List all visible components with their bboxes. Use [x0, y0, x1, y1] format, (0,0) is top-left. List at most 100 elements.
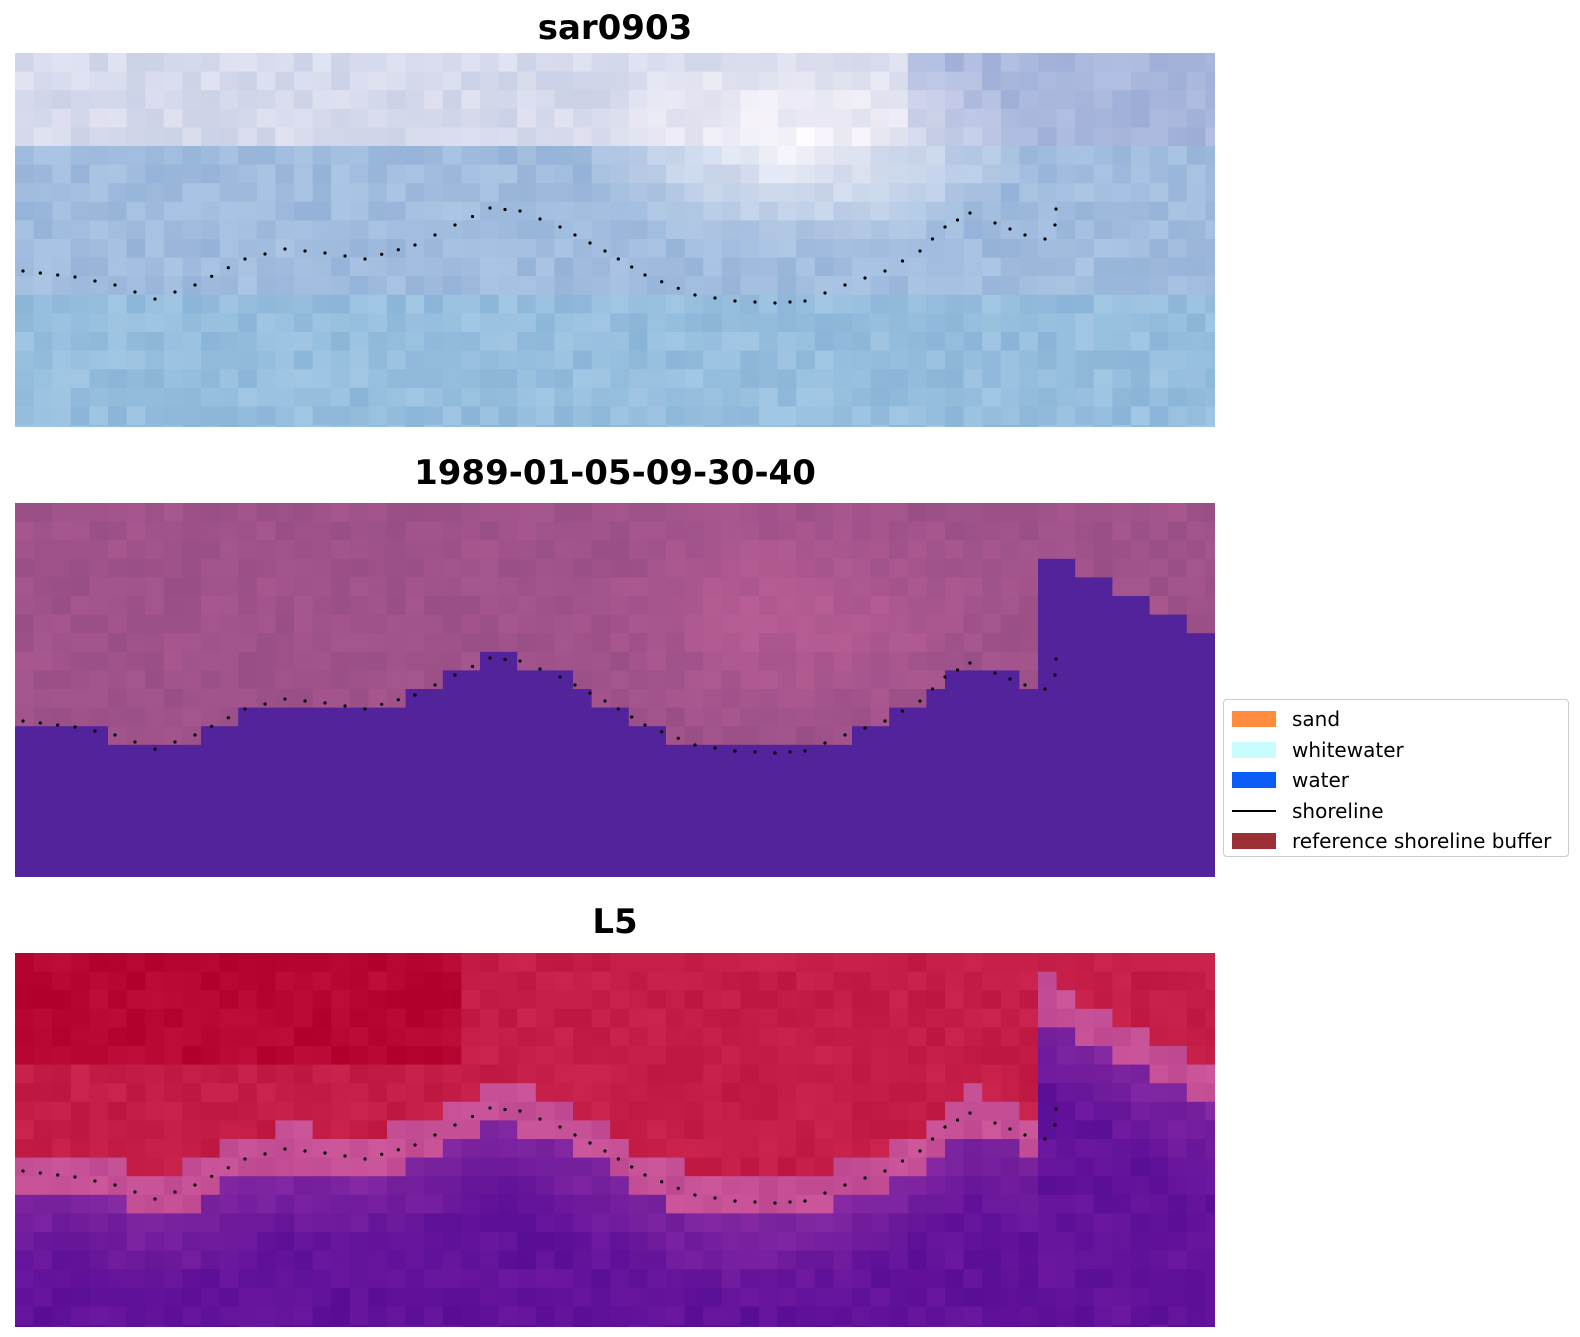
image-pixel — [573, 953, 593, 973]
image-pixel — [442, 1027, 462, 1047]
image-pixel — [1131, 1287, 1151, 1307]
image-pixel — [1168, 540, 1188, 560]
image-pixel — [1149, 1194, 1169, 1214]
shoreline-point — [955, 668, 960, 672]
image-pixel — [1186, 406, 1206, 426]
image-pixel — [312, 1120, 332, 1140]
image-pixel — [721, 1139, 741, 1159]
image-pixel — [15, 369, 35, 389]
image-pixel — [480, 294, 500, 314]
image-pixel — [480, 707, 500, 727]
image-pixel — [535, 387, 555, 407]
image-pixel — [777, 239, 797, 259]
image-pixel — [387, 726, 407, 746]
image-pixel — [480, 1101, 500, 1121]
image-pixel — [1112, 744, 1132, 764]
image-pixel — [1093, 614, 1113, 634]
image-pixel — [15, 332, 35, 352]
image-pixel — [461, 819, 481, 839]
image-pixel — [814, 1027, 834, 1047]
image-pixel — [219, 1250, 239, 1270]
image-pixel — [796, 800, 816, 820]
image-pixel — [591, 763, 611, 783]
image-pixel — [777, 596, 797, 616]
image-pixel — [201, 90, 221, 110]
image-pixel — [442, 146, 462, 166]
image-pixel — [852, 596, 872, 616]
image-pixel — [442, 1139, 462, 1159]
image-pixel — [517, 670, 537, 690]
image-pixel — [33, 387, 53, 407]
image-pixel — [405, 1287, 425, 1307]
image-pixel — [982, 164, 1002, 184]
image-pixel — [926, 558, 946, 578]
image-pixel — [498, 1157, 518, 1177]
image-pixel — [368, 294, 388, 314]
image-pixel — [331, 53, 351, 73]
image-pixel — [684, 425, 704, 427]
image-pixel — [647, 1325, 667, 1327]
image-pixel — [833, 1157, 853, 1177]
image-pixel — [517, 990, 537, 1010]
image-pixel — [926, 875, 946, 877]
image-pixel — [554, 1176, 574, 1196]
image-pixel — [833, 670, 853, 690]
image-pixel — [442, 1120, 462, 1140]
image-pixel — [852, 1120, 872, 1140]
image-pixel — [1112, 837, 1132, 857]
image-pixel — [182, 1269, 202, 1289]
image-pixel — [349, 744, 369, 764]
image-pixel — [182, 875, 202, 877]
image-pixel — [461, 1176, 481, 1196]
image-pixel — [1056, 837, 1076, 857]
shoreline-point — [433, 233, 437, 237]
shoreline-point — [133, 1190, 137, 1194]
image-pixel — [1131, 1213, 1151, 1233]
image-pixel — [833, 726, 853, 746]
image-pixel — [1131, 294, 1151, 314]
image-pixel — [535, 744, 555, 764]
image-pixel — [628, 239, 648, 259]
image-pixel — [517, 239, 537, 259]
shoreline-point — [616, 707, 620, 711]
image-pixel — [182, 819, 202, 839]
image-pixel — [219, 633, 239, 653]
image-pixel — [163, 1064, 183, 1084]
image-pixel — [554, 1306, 574, 1326]
image-pixel — [1038, 164, 1058, 184]
image-pixel — [628, 819, 648, 839]
image-pixel — [1168, 1306, 1188, 1326]
image-pixel — [591, 1027, 611, 1047]
image-pixel — [424, 577, 444, 597]
image-pixel — [108, 1194, 128, 1214]
image-pixel — [331, 651, 351, 671]
image-pixel — [628, 689, 648, 709]
shoreline-point — [1043, 687, 1047, 691]
image-pixel — [870, 1232, 890, 1252]
image-pixel — [721, 1287, 741, 1307]
image-pixel — [70, 406, 90, 426]
image-pixel — [1186, 651, 1206, 671]
image-pixel — [963, 146, 983, 166]
image-pixel — [963, 406, 983, 426]
image-pixel — [814, 837, 834, 857]
image-pixel — [405, 1120, 425, 1140]
image-pixel — [814, 313, 834, 333]
image-pixel — [721, 856, 741, 876]
image-pixel — [1131, 1008, 1151, 1028]
image-pixel — [275, 1064, 295, 1084]
image-pixel — [907, 220, 927, 240]
image-pixel — [591, 953, 611, 973]
image-pixel — [1000, 744, 1020, 764]
image-pixel — [1093, 313, 1113, 333]
image-pixel — [1093, 819, 1113, 839]
image-pixel — [647, 276, 667, 296]
image-pixel — [498, 71, 518, 91]
image-pixel — [610, 558, 630, 578]
image-pixel — [312, 990, 332, 1010]
image-pixel — [591, 540, 611, 560]
image-pixel — [201, 1176, 221, 1196]
image-pixel — [1019, 1306, 1039, 1326]
image-pixel — [163, 146, 183, 166]
image-pixel — [889, 971, 909, 991]
